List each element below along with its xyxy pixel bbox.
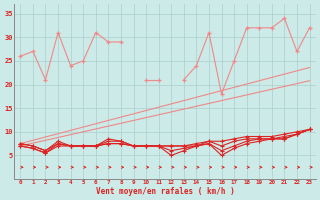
X-axis label: Vent moyen/en rafales ( km/h ): Vent moyen/en rafales ( km/h ) xyxy=(96,187,234,196)
